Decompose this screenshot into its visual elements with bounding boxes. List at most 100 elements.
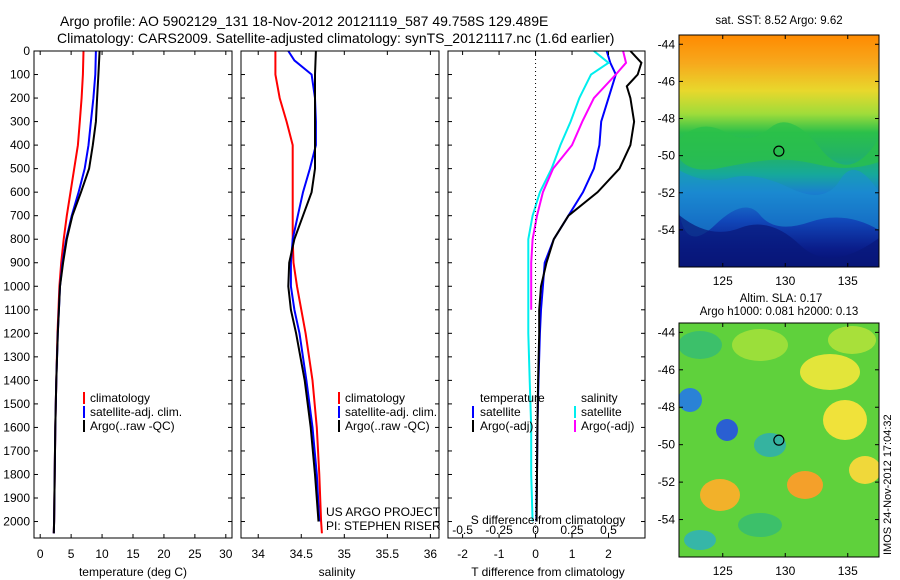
legend-climatology-label: climatology: [90, 391, 150, 405]
series-line-climatology: [274, 51, 323, 534]
y-tick-label: 400: [10, 138, 30, 152]
map-y-tick-label: -50: [658, 149, 676, 163]
sla-high: [700, 479, 740, 511]
y-tick-label: 1500: [3, 397, 30, 411]
y-tick-label: 1000: [3, 279, 30, 293]
x-tick-label: 25: [188, 547, 202, 561]
legend-header-salinity: salinity: [581, 391, 618, 405]
sst-cold-band: [679, 169, 879, 237]
sla-blob: [738, 513, 782, 537]
difference-panel: -2 -1 0 1 2 S difference from climatology -0…: [447, 50, 646, 579]
sla-high: [849, 456, 879, 484]
x-tick-label: 34.5: [290, 547, 314, 561]
series-line-argo-raw-qc-: [287, 50, 320, 522]
sla-low: [679, 388, 702, 412]
sla-map-subtitle: Argo h1000: 0.081 h2000: 0.13: [700, 306, 859, 318]
pi-credit: PI: STEPHEN RISER: [326, 519, 441, 533]
argo-location-marker: [773, 145, 785, 157]
legend-s-satellite-label: satellite: [581, 405, 622, 419]
y-tick-label: 200: [10, 91, 30, 105]
t-difference-xlabel: T difference from climatology: [471, 565, 625, 579]
y-tick-label: 600: [10, 185, 30, 199]
sla-high: [787, 471, 823, 499]
sla-blob: [679, 331, 722, 359]
series-line-argo-adj-: [535, 50, 643, 522]
map-y-tick-label: -44: [658, 325, 676, 339]
s-tick-label: 0: [532, 523, 539, 537]
legend-s-argo-label: Argo(-adj): [581, 419, 634, 433]
temperature-panel: 0 5 10 15 20 25 300100200300400500600700800900…: [3, 44, 233, 579]
y-tick-label: 1800: [3, 467, 30, 481]
sst-cold-water: [679, 215, 879, 267]
y-tick-label: 300: [10, 115, 30, 129]
legend-header-temperature: temperature: [480, 391, 545, 405]
map-y-tick-label: -50: [658, 438, 676, 452]
map-y-tick-label: -52: [658, 186, 676, 200]
y-tick-label: 0: [23, 44, 30, 58]
salinity-panel: 34 34.5 35 35.5 36 salinity climatology sate…: [240, 50, 441, 579]
x-tick-label: 20: [157, 547, 171, 561]
legend-satellite-label: satellite-adj. clim.: [345, 405, 437, 419]
salinity-legend: climatology satellite-adj. clim. Argo(..…: [338, 391, 437, 433]
series-line-climatology: [52, 50, 85, 534]
s-difference-label: S difference from climatology: [471, 513, 626, 527]
map-y-tick-label: -54: [658, 513, 676, 527]
y-tick-label: 1700: [3, 444, 30, 458]
map-y-tick-label: -46: [658, 363, 676, 377]
difference-legend: temperature salinity satellite Argo(-adj…: [472, 391, 634, 433]
figure-title-line2: Climatology: CARS2009. Satellite-adjuste…: [57, 30, 614, 46]
map-y-tick-label: -46: [658, 74, 676, 88]
sla-high: [823, 400, 867, 440]
x-tick-label: 0: [37, 547, 44, 561]
x-tick-label: -2: [457, 547, 468, 561]
legend-t-satellite-label: satellite: [480, 405, 521, 419]
legend-argo-label: Argo(..raw -QC): [345, 419, 430, 433]
temperature-legend: climatology satellite-adj. clim. Argo(..…: [83, 391, 182, 433]
legend-satellite-label: satellite-adj. clim.: [90, 405, 182, 419]
series-line-satellite: [535, 50, 617, 522]
map-x-tick-label: 125: [713, 564, 733, 578]
x-tick-label: 2: [605, 547, 612, 561]
s-tick-label: 0.5: [600, 523, 617, 537]
sla-low: [716, 419, 738, 441]
y-tick-label: 1200: [3, 326, 30, 340]
x-tick-label: 34: [252, 547, 266, 561]
project-credit: US ARGO PROJECT: [326, 505, 441, 519]
y-tick-label: 1100: [4, 303, 30, 317]
y-tick-label: 1300: [3, 350, 30, 364]
y-tick-label: 100: [10, 68, 30, 82]
sst-map-frame: [678, 34, 880, 268]
y-tick-label: 1900: [3, 491, 30, 505]
x-tick-label: 10: [95, 547, 109, 561]
x-tick-label: 1: [569, 547, 576, 561]
map-x-tick-label: 135: [838, 564, 858, 578]
map-y-tick-label: -44: [658, 37, 676, 51]
x-tick-label: 35: [338, 547, 352, 561]
difference-axes-frame: [447, 50, 646, 539]
map-x-tick-label: 125: [713, 274, 733, 288]
sla-blob: [828, 326, 876, 354]
map-x-tick-label: 135: [838, 274, 858, 288]
map-y-tick-label: -48: [658, 400, 676, 414]
series-line-argo-raw-qc-: [52, 50, 101, 534]
map-y-tick-label: -48: [658, 112, 676, 126]
s-tick-label: 0.25: [560, 523, 584, 537]
x-tick-label: 15: [126, 547, 140, 561]
temperature-xlabel: temperature (deg C): [79, 565, 187, 579]
sst-map-panel: sat. SST: 8.52 Argo: 9.62: [658, 15, 880, 288]
x-tick-label: 35.5: [376, 547, 400, 561]
sla-map-title: Altim. SLA: 0.17: [740, 293, 822, 305]
series-line-satellite: [527, 50, 611, 522]
salinity-xlabel: salinity: [319, 565, 356, 579]
legend-argo-label: Argo(..raw -QC): [90, 419, 175, 433]
map-x-tick-label: 130: [775, 564, 795, 578]
sla-high: [800, 354, 860, 390]
y-tick-label: 800: [10, 232, 30, 246]
salinity-axes-frame: [240, 50, 440, 539]
y-tick-label: 1400: [3, 373, 30, 387]
sla-blob: [754, 433, 786, 457]
y-tick-label: 500: [10, 162, 30, 176]
figure-title-line1: Argo profile: AO 5902129_131 18-Nov-2012…: [60, 13, 548, 29]
x-tick-label: -1: [494, 547, 505, 561]
x-tick-label: 30: [219, 547, 233, 561]
